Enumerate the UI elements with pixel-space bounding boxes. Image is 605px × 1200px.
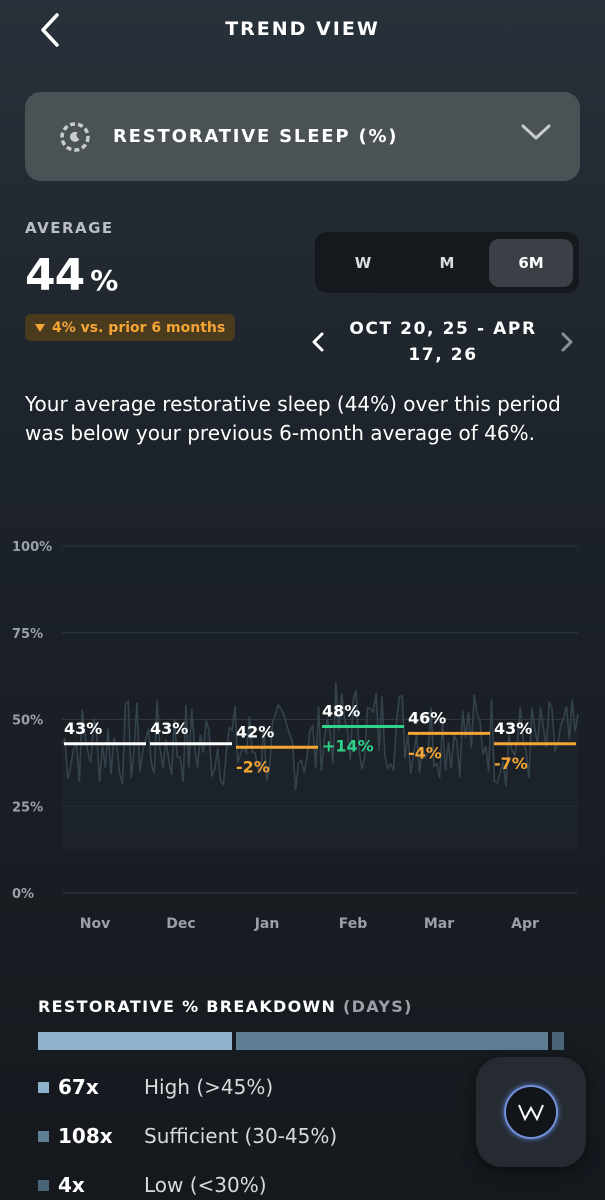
metric-dropdown[interactable]: RESTORATIVE SLEEP (%)	[25, 92, 580, 181]
range-toggle: W M 6M	[315, 232, 579, 293]
breakdown-title: RESTORATIVE % BREAKDOWN (DAYS)	[38, 997, 413, 1016]
legend-swatch-high	[38, 1081, 49, 1093]
average-number: 44	[25, 250, 85, 301]
legend-count-sufficient: 108x	[58, 1124, 113, 1148]
monthly-value-label: 42%	[236, 722, 274, 741]
tab-week[interactable]: W	[354, 253, 372, 272]
chevron-down-icon	[521, 124, 551, 140]
x-tick-label: Feb	[339, 916, 368, 932]
breakdown-bar-high	[38, 1032, 232, 1050]
delta-badge: 4% vs. prior 6 months	[25, 314, 236, 341]
next-period-button[interactable]	[555, 330, 579, 354]
monthly-change-label: -7%	[494, 754, 528, 773]
date-range: OCT 20, 25 - APR 17, 26	[349, 319, 537, 365]
legend-label-sufficient: Sufficient (30-45%)	[144, 1124, 338, 1148]
daily-series-line	[61, 682, 579, 791]
y-tick-label: 25%	[12, 800, 43, 815]
breakdown-bar	[38, 1032, 564, 1050]
previous-period-button[interactable]	[306, 330, 330, 354]
y-tick-label: 75%	[12, 627, 43, 642]
metric-label: RESTORATIVE SLEEP (%)	[113, 126, 399, 147]
legend-row-sufficient: 108x Sufficient (30-45%)	[38, 1121, 337, 1151]
breakdown-bar-low	[552, 1032, 564, 1050]
monthly-change-label: +14%	[322, 736, 374, 755]
monthly-value-label: 43%	[150, 719, 188, 738]
whoop-coach-icon	[504, 1085, 558, 1139]
legend-swatch-low	[38, 1179, 49, 1191]
restorative-sleep-icon	[57, 119, 93, 155]
page-title: TREND VIEW	[225, 18, 380, 40]
x-tick-label: Mar	[424, 916, 454, 932]
legend-label-low: Low (<30%)	[144, 1173, 267, 1197]
legend-label-high: High (>45%)	[144, 1075, 274, 1099]
x-tick-label: Nov	[80, 916, 110, 932]
triangle-down-icon	[35, 323, 45, 332]
chevron-right-icon	[561, 332, 573, 352]
legend-swatch-sufficient	[38, 1130, 49, 1142]
y-tick-label: 100%	[12, 540, 52, 555]
breakdown-title-main: RESTORATIVE % BREAKDOWN	[38, 997, 337, 1016]
summary-text: Your average restorative sleep (44%) ove…	[25, 392, 561, 445]
tab-6-months[interactable]: 6M	[489, 238, 573, 287]
average-value: 44%	[25, 250, 118, 301]
monthly-change-label: -4%	[408, 743, 442, 762]
average-unit: %	[90, 264, 118, 297]
legend-row-high: 67x High (>45%)	[38, 1072, 273, 1102]
monthly-change-label: -2%	[236, 757, 270, 776]
monthly-value-label: 43%	[64, 719, 102, 738]
x-tick-label: Jan	[254, 916, 280, 932]
legend-row-low: 4x Low (<30%)	[38, 1170, 267, 1200]
coach-button[interactable]	[476, 1057, 586, 1167]
average-label: AVERAGE	[25, 219, 114, 237]
breakdown-bar-sufficient	[235, 1032, 549, 1050]
monthly-value-label: 43%	[494, 719, 532, 738]
tab-month[interactable]: M	[439, 253, 455, 272]
legend-count-high: 67x	[58, 1075, 99, 1099]
monthly-value-label: 46%	[408, 708, 446, 727]
breakdown-title-sub: (DAYS)	[343, 997, 413, 1016]
back-button[interactable]	[30, 8, 70, 52]
x-tick-label: Dec	[166, 916, 195, 932]
y-tick-label: 50%	[12, 714, 43, 729]
x-tick-label: Apr	[511, 916, 539, 932]
trend-chart: 100% 75% 50% 25% 0% 43% Nov 43% Dec 42% -2% Jan 48% +…	[12, 540, 579, 932]
delta-text: 4% vs. prior 6 months	[52, 319, 226, 336]
chevron-left-icon	[41, 13, 59, 47]
chevron-left-icon	[312, 332, 324, 352]
legend-count-low: 4x	[58, 1173, 85, 1197]
y-tick-label: 0%	[12, 887, 34, 902]
monthly-value-label: 48%	[322, 701, 360, 720]
